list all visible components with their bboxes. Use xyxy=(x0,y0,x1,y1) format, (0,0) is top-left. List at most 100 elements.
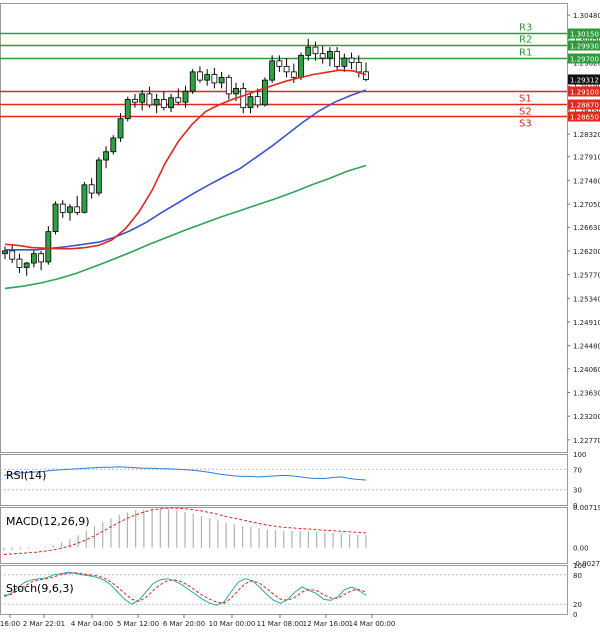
candle-body xyxy=(59,203,66,213)
candle-body xyxy=(348,57,355,63)
stoch-scale-label: 80 xyxy=(573,572,582,580)
candle-body xyxy=(290,71,297,78)
price-tick-label: 1.23200 xyxy=(573,413,600,421)
price-tick-label: 1.24910 xyxy=(573,319,600,327)
level-name-r3: R3 xyxy=(519,23,532,34)
macd-scale-label: 0.00 xyxy=(573,545,589,553)
price-tick-label: 1.25770 xyxy=(573,272,600,280)
candle-body xyxy=(74,206,81,213)
macd-scale-label: 0.007196 xyxy=(573,504,600,512)
price-tick-label: 1.26200 xyxy=(573,248,600,256)
candle-body xyxy=(175,97,182,103)
macd-signal-line xyxy=(3,507,367,555)
candle-body xyxy=(2,250,8,255)
level-price-label: 1.29100 xyxy=(570,89,599,97)
level-price-label: 1.28870 xyxy=(570,102,599,110)
time-tick-label: 16:00 xyxy=(0,620,20,628)
price-tick-label: 1.27910 xyxy=(573,154,600,162)
macd-scale-label: -0.002710 xyxy=(573,560,600,568)
candle-body xyxy=(341,57,348,67)
candle-body xyxy=(189,71,196,92)
rsi-scale-label: 70 xyxy=(573,466,582,474)
level-name-r1: R1 xyxy=(519,48,532,59)
candle-body xyxy=(30,253,37,264)
price-tick-label: 1.26630 xyxy=(573,224,600,232)
candle-body xyxy=(254,96,261,106)
moving-average-green xyxy=(4,164,367,290)
candle-body xyxy=(218,76,225,84)
rsi-label: RSI(14) xyxy=(6,469,46,482)
level-name-s3: S3 xyxy=(519,119,532,130)
level-name-s1: S1 xyxy=(519,94,532,105)
price-tick-label: 1.24480 xyxy=(573,343,600,351)
price-tick-label: 1.25340 xyxy=(573,295,600,303)
candle-body xyxy=(95,159,102,194)
rsi-scale-label: 0 xyxy=(573,502,577,510)
candle-body xyxy=(139,93,146,103)
candle-body xyxy=(298,54,304,78)
time-tick-label: 2 Mar 22:01 xyxy=(23,620,65,628)
candle-body xyxy=(132,99,138,103)
candle-body xyxy=(153,99,160,106)
stoch-main-line xyxy=(3,571,367,606)
time-tick-label: 4 Mar 04:00 xyxy=(71,620,113,628)
time-tick-label: 6 Mar 20:00 xyxy=(163,620,205,628)
candle-body xyxy=(124,99,131,120)
level-price-box xyxy=(568,53,600,64)
candle-body xyxy=(326,51,333,59)
moving-average-red xyxy=(4,69,367,250)
candle-body xyxy=(355,62,362,73)
macd-label: MACD(12,26,9) xyxy=(6,515,90,528)
price-tick-label: 1.27050 xyxy=(573,201,600,209)
candle-body xyxy=(23,262,30,268)
candle-body xyxy=(305,46,312,56)
rsi-scale-label: 30 xyxy=(573,487,582,495)
price-tick-label: 1.24060 xyxy=(573,366,600,374)
stoch-scale-label: 100 xyxy=(573,562,586,570)
candle-body xyxy=(9,250,16,260)
rsi-scale-label: 100 xyxy=(573,451,586,459)
time-tick-label: 11 Mar 08:00 xyxy=(257,620,304,628)
candle-body xyxy=(334,51,341,67)
candle-body xyxy=(247,96,254,109)
candle-body xyxy=(117,118,124,139)
level-price-label: 1.30150 xyxy=(570,31,599,39)
time-tick-label: 10 Mar 00:00 xyxy=(209,620,256,628)
level-price-label: 1.28650 xyxy=(570,114,599,122)
level-name-r2: R2 xyxy=(519,35,532,46)
candle-body xyxy=(276,60,283,67)
candle-body xyxy=(283,65,290,73)
candle-body xyxy=(240,87,247,109)
current-price-box xyxy=(568,74,600,85)
candle-body xyxy=(262,79,268,106)
level-price-label: 1.29700 xyxy=(570,56,599,64)
candle-body xyxy=(38,253,44,263)
level-price-label: 1.29930 xyxy=(570,43,599,51)
time-tick-label: 5 Mar 12:00 xyxy=(117,620,159,628)
candle-body xyxy=(168,97,174,109)
stoch-label: Stoch(9,6,3) xyxy=(6,582,74,595)
price-tick-label: 1.28320 xyxy=(573,131,600,139)
candle-body xyxy=(204,74,211,81)
rsi-line xyxy=(3,466,367,481)
candle-body xyxy=(312,46,319,55)
candle-body xyxy=(81,184,88,213)
candle-body xyxy=(233,87,239,95)
candle-body xyxy=(363,71,369,80)
price-tick-label: 1.28750 xyxy=(573,107,600,115)
candle-body xyxy=(88,184,95,194)
candle-body xyxy=(110,137,117,153)
candle-body xyxy=(182,90,189,103)
candle-body xyxy=(225,76,232,95)
candle-body xyxy=(319,53,326,59)
candle-body xyxy=(269,60,276,81)
level-price-box xyxy=(568,111,600,122)
price-tick-label: 1.23630 xyxy=(573,390,600,398)
indicator-panel-frame xyxy=(0,565,568,615)
level-price-box xyxy=(568,40,600,51)
candle-body xyxy=(52,203,59,233)
time-tick-label: 14 Mar 00:00 xyxy=(349,620,396,628)
level-price-box xyxy=(568,28,600,39)
